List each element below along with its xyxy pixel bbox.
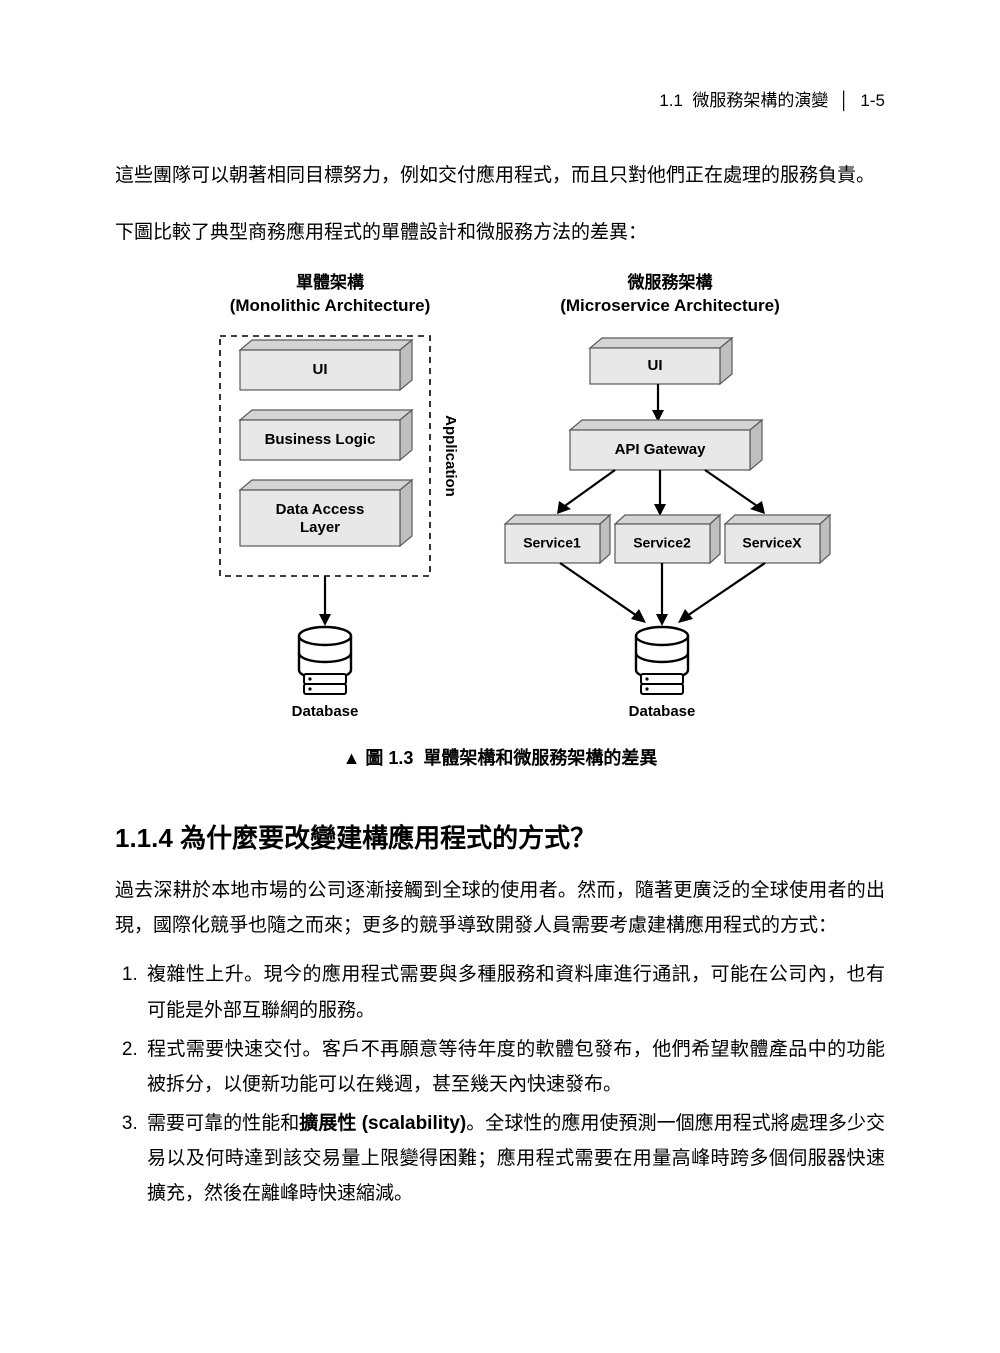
svg-text:Layer: Layer: [300, 519, 340, 536]
section-heading: 1.1.4 為什麼要改變建構應用程式的方式？: [115, 818, 885, 855]
application-label: Application: [442, 415, 459, 497]
svg-text:Service1: Service1: [523, 535, 581, 551]
svg-text:API Gateway: API Gateway: [615, 441, 707, 458]
ms-box-gateway: API Gateway: [570, 420, 762, 470]
mono-box-ui: UI: [240, 340, 412, 390]
ms-db-label: Database: [629, 703, 696, 720]
figure-1-3: 單體架構 (Monolithic Architecture) 微服務架構 (Mi…: [115, 272, 885, 738]
mono-box-dal: Data Access Layer: [240, 480, 412, 546]
running-head: 1.1 微服務架構的演變 │ 1-5: [659, 86, 885, 111]
svg-text:Business Logic: Business Logic: [265, 431, 376, 448]
mono-box-logic: Business Logic: [240, 410, 412, 460]
numbered-list: 複雜性上升。現今的應用程式需要與多種服務和資料庫進行通訊，可能在公司內，也有可能…: [115, 957, 885, 1211]
header-sep: │: [839, 91, 850, 110]
svg-text:Service2: Service2: [633, 535, 691, 551]
header-section: 1.1: [659, 91, 683, 110]
list-item: 程式需要快速交付。客戶不再願意等待年度的軟體包發布，他們希望軟體產品中的功能被拆…: [143, 1032, 885, 1102]
architecture-diagram-svg: Application UI Business Logic: [160, 318, 840, 733]
ms-box-service2: Service2: [615, 515, 720, 563]
ms-box-service1: Service1: [505, 515, 610, 563]
ms-database-icon: [636, 627, 688, 694]
header-page: 1-5: [860, 91, 885, 110]
body-paragraph-3: 過去深耕於本地市場的公司逐漸接觸到全球的使用者。然而，隨著更廣泛的全球使用者的出…: [115, 873, 885, 943]
svg-text:ServiceX: ServiceX: [742, 535, 802, 551]
ms-box-servicex: ServiceX: [725, 515, 830, 563]
right-arch-title: 微服務架構 (Microservice Architecture): [500, 272, 840, 318]
mono-db-label: Database: [292, 703, 359, 720]
header-title: 微服務架構的演變: [692, 91, 828, 110]
body-paragraph-2: 下圖比較了典型商務應用程式的單體設計和微服務方法的差異：: [115, 215, 885, 250]
svg-text:UI: UI: [648, 357, 663, 374]
list-item: 複雜性上升。現今的應用程式需要與多種服務和資料庫進行通訊，可能在公司內，也有可能…: [143, 957, 885, 1027]
list-item: 需要可靠的性能和擴展性 (scalability)。全球性的應用使預測一個應用程…: [143, 1106, 885, 1211]
figure-caption: ▲ 圖 1.3 單體架構和微服務架構的差異: [115, 744, 885, 770]
body-paragraph-1: 這些團隊可以朝著相同目標努力，例如交付應用程式，而且只對他們正在處理的服務負責。: [115, 158, 885, 193]
svg-text:UI: UI: [313, 361, 328, 378]
ms-box-ui: UI: [590, 338, 732, 384]
mono-database-icon: [299, 627, 351, 694]
left-arch-title: 單體架構 (Monolithic Architecture): [160, 272, 500, 318]
svg-text:Data Access: Data Access: [276, 501, 365, 518]
